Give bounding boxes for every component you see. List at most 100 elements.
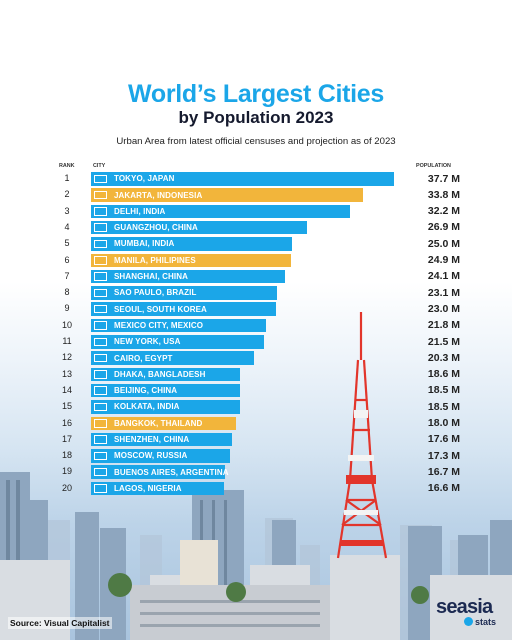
- city-label: KOLKATA, INDIA: [114, 402, 180, 412]
- population-value: 18.5 M: [427, 384, 460, 397]
- rank-label: 11: [62, 336, 72, 346]
- table-row: 10 MEXICO CITY, MEXICO 21.8 M: [0, 318, 512, 335]
- india-flag-icon: [94, 239, 107, 249]
- table-row: 13 DHAKA, BANGLADESH 18.6 M: [0, 367, 512, 384]
- russia-flag-icon: [94, 451, 107, 461]
- city-label: SHENZHEN, CHINA: [114, 435, 190, 445]
- city-label: JAKARTA, INDONESIA: [114, 190, 203, 200]
- table-row: 3 DELHI, INDIA 32.2 M: [0, 204, 512, 221]
- table-row: 12 CAIRO, EGYPT 20.3 M: [0, 351, 512, 367]
- rank-label: 10: [61, 319, 72, 330]
- bar: GUANGZHOU, CHINA: [91, 220, 308, 235]
- bar: SEOUL, SOUTH KOREA: [91, 302, 276, 316]
- table-row: 6 MANILA, PHILIPINES 24.9 M: [0, 253, 512, 270]
- rank-label: 15: [61, 401, 72, 412]
- logo-sub-text: stats: [475, 617, 497, 627]
- bar: BANGKOK, THAILAND: [91, 416, 236, 430]
- city-label: DHAKA, BANGLADESH: [114, 369, 206, 379]
- population-value: 16.7 M: [427, 465, 460, 478]
- bar: SAO PAULO, BRAZIL: [91, 286, 277, 300]
- nigeria-flag-icon: [94, 484, 107, 493]
- city-label: BANGKOK, THAILAND: [114, 418, 203, 428]
- rank-label: 2: [64, 189, 70, 200]
- bar: NEW YORK, USA: [91, 335, 264, 349]
- rank-label: 20: [61, 482, 72, 493]
- chart-description: Urban Area from latest official censuses…: [116, 136, 396, 147]
- rank-label: 3: [64, 205, 70, 216]
- city-label: SAO PAULO, BRAZIL: [114, 288, 197, 298]
- table-row: 16 BANGKOK, THAILAND 18.0 M: [0, 416, 512, 433]
- india-flag-icon: [94, 402, 107, 412]
- city-label: BUENOS AIRES, ARGENTINA: [114, 467, 229, 477]
- mexico-flag-icon: [94, 321, 107, 330]
- population-value: 25.0 M: [427, 237, 460, 250]
- table-row: 2 JAKARTA, INDONESIA 33.8 M: [0, 188, 512, 204]
- rank-label: 5: [64, 238, 70, 249]
- chart-title: World’s Largest Cities: [128, 80, 384, 108]
- bar: MEXICO CITY, MEXICO: [91, 318, 267, 333]
- rank-label: 8: [64, 287, 70, 298]
- egypt-flag-icon: [94, 353, 107, 363]
- bar: LAGOS, NIGERIA: [91, 481, 225, 496]
- population-value: 24.9 M: [427, 254, 460, 266]
- population-value: 26.9 M: [427, 221, 460, 234]
- korea-flag-icon: [94, 304, 107, 314]
- philippines-flag-icon: [94, 256, 107, 265]
- city-label: CAIRO, EGYPT: [114, 353, 173, 363]
- rank-label: 19: [61, 466, 72, 477]
- bar: JAKARTA, INDONESIA: [91, 188, 363, 202]
- rank-label: 9: [64, 303, 70, 314]
- population-value: 20.3 M: [427, 351, 460, 364]
- population-value: 18.5 M: [427, 400, 460, 413]
- bar: CAIRO, EGYPT: [91, 351, 255, 365]
- table-row: 9 SEOUL, SOUTH KOREA 23.0 M: [0, 302, 512, 318]
- bar: BUENOS AIRES, ARGENTINA: [91, 465, 229, 479]
- logo-dot-icon: [464, 617, 473, 626]
- city-label: LAGOS, NIGERIA: [114, 483, 182, 493]
- usa-flag-icon: [94, 337, 107, 346]
- rank-label: 1: [64, 173, 70, 183]
- table-row: 19 BUENOS AIRES, ARGENTINA 16.7 M: [0, 465, 512, 481]
- population-value: 23.0 M: [427, 302, 460, 315]
- city-label: MEXICO CITY, MEXICO: [114, 320, 204, 330]
- argentina-flag-icon: [94, 467, 107, 477]
- bar: SHANGHAI, CHINA: [91, 269, 285, 284]
- population-column-header: POPULATION: [416, 163, 451, 169]
- population-value: 21.5 M: [427, 335, 460, 348]
- china-flag-icon: [94, 223, 107, 232]
- city-label: DELHI, INDIA: [114, 206, 166, 216]
- city-label: NEW YORK, USA: [114, 337, 181, 347]
- thailand-flag-icon: [94, 419, 107, 428]
- population-value: 37.7 M: [427, 172, 460, 185]
- bar: BEIJING, CHINA: [91, 383, 240, 398]
- table-row: 11 NEW YORK, USA 21.5 M: [0, 335, 512, 351]
- rank-label: 14: [61, 384, 72, 395]
- table-row: 5 MUMBAI, INDIA 25.0 M: [0, 237, 512, 253]
- table-row: 1 TOKYO, JAPAN 37.7 M: [0, 172, 512, 188]
- city-label: TOKYO, JAPAN: [114, 174, 175, 184]
- table-row: 14 BEIJING, CHINA 18.5 M: [0, 383, 512, 400]
- population-value: 32.2 M: [427, 205, 460, 218]
- chart-subtitle: by Population 2023: [178, 108, 334, 127]
- bar: DHAKA, BANGLADESH: [91, 367, 241, 382]
- rank-label: 6: [64, 254, 70, 265]
- population-value: 23.1 M: [427, 286, 460, 299]
- population-value: 33.8 M: [427, 188, 460, 201]
- city-label: GUANGZHOU, CHINA: [114, 223, 198, 233]
- seasia-logo: seasia stats: [436, 597, 508, 627]
- population-value: 17.3 M: [427, 449, 460, 462]
- brazil-flag-icon: [94, 288, 107, 298]
- rank-label: 4: [64, 221, 70, 232]
- table-row: 7 SHANGHAI, CHINA 24.1 M: [0, 269, 512, 286]
- bar: MANILA, PHILIPINES: [91, 253, 292, 267]
- population-value: 16.6 M: [427, 482, 460, 495]
- source-note: Source: Visual Capitalist: [8, 617, 112, 629]
- logo-sub: stats: [436, 617, 508, 627]
- indonesia-flag-icon: [94, 190, 107, 200]
- bangladesh-flag-icon: [94, 370, 107, 379]
- bar: MUMBAI, INDIA: [91, 237, 292, 251]
- table-row: 17 SHENZHEN, CHINA 17.6 M: [0, 432, 512, 449]
- population-value: 17.6 M: [427, 433, 460, 446]
